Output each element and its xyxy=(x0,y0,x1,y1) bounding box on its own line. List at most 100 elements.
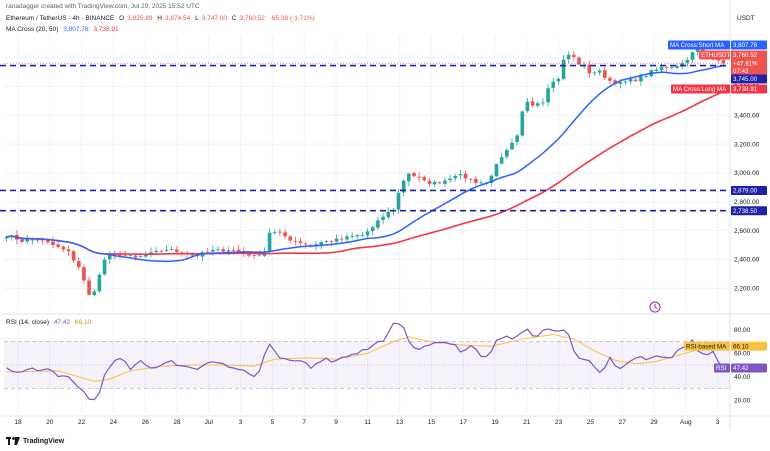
ma-short-value: 3,807.78 xyxy=(63,26,89,33)
ohlc-low: 3,747.00 xyxy=(201,15,228,22)
long-ma-tag-text: MA Cross:Long MA xyxy=(673,86,727,93)
candle-down xyxy=(236,249,241,252)
candle-up xyxy=(489,175,494,183)
candle-down xyxy=(118,254,122,256)
candle-down xyxy=(613,80,617,85)
ma-legend[interactable]: MA Cross (20, 50) 3,807.78 3,738.91 xyxy=(6,25,122,34)
candle-down xyxy=(288,236,293,241)
candle-down xyxy=(298,241,303,244)
price-label-level-text: 2,738.50 xyxy=(733,208,758,215)
candle-up xyxy=(458,174,463,176)
ohlc-close: 3,760.52 xyxy=(239,15,265,22)
candle-up xyxy=(401,180,406,193)
candle-up xyxy=(169,249,174,250)
symbol-legend[interactable]: Ethereum / TetherUS · 4h · BINANCE O 3,82… xyxy=(6,15,315,22)
price-label-change-bg xyxy=(731,59,767,68)
candle-up xyxy=(211,250,215,252)
candle-down xyxy=(608,77,612,81)
candle-down xyxy=(463,173,468,179)
candle-down xyxy=(603,70,607,78)
candle-up xyxy=(690,52,695,60)
candle-down xyxy=(303,243,308,245)
symbol-tag-text: ETHUSDT xyxy=(701,52,730,59)
price-label-long-ma: 3,738.91 xyxy=(731,84,767,94)
candle-down xyxy=(412,172,416,177)
candle-up xyxy=(623,81,628,83)
time-tick-label: 22 xyxy=(78,419,86,426)
candle-down xyxy=(417,176,421,178)
candle-down xyxy=(247,252,251,256)
price-label-long-ma-text: 3,738.91 xyxy=(733,86,758,93)
time-tick-label: 13 xyxy=(396,419,404,426)
symbol-title[interactable]: Ethereum / TetherUS · 4h · BINANCE xyxy=(6,15,115,22)
price-label-countdown-text: 07:43 xyxy=(733,68,749,75)
time-tick-label: 3 xyxy=(239,419,243,426)
candle-up xyxy=(386,211,391,218)
candle-down xyxy=(46,240,50,243)
candle-up xyxy=(639,76,643,82)
price-label-level: 2,738.50 xyxy=(731,206,767,216)
candle-up xyxy=(494,164,499,177)
rsi-legend[interactable]: RSI (14, close) 47.42 66.10 xyxy=(6,318,94,327)
candle-up xyxy=(407,173,411,182)
time-tick-label: 25 xyxy=(587,419,595,426)
footer-brand[interactable]: TradingView xyxy=(6,437,64,445)
price-tick-label: 3,400.00 xyxy=(734,113,760,120)
candle-up xyxy=(556,78,561,82)
rsi-ma-tag-bg xyxy=(684,341,730,351)
candle-up xyxy=(360,234,365,236)
candle-down xyxy=(278,231,282,233)
price-label-level-bg xyxy=(731,185,767,195)
ma-long-value: 3,738.91 xyxy=(93,26,119,33)
candle-up xyxy=(138,256,143,257)
candle-up xyxy=(345,236,349,240)
rsi-tick-label: 60.00 xyxy=(734,350,751,357)
time-tick-label: 27 xyxy=(619,419,627,426)
time-tick-label: 19 xyxy=(491,419,499,426)
rsi-ma-value-label: 66.10 xyxy=(731,341,767,351)
candle-up xyxy=(525,101,530,112)
candle-up xyxy=(448,178,452,181)
candle-up xyxy=(566,54,571,60)
time-tick-label: 23 xyxy=(555,419,563,426)
rsi-title: RSI (14, close) xyxy=(6,319,49,326)
rsi-value: 47.42 xyxy=(53,319,71,326)
price-tick-label: 2,400.00 xyxy=(734,257,760,264)
candle-up xyxy=(324,241,329,242)
time-tick-label: 18 xyxy=(14,419,22,426)
time-tick-label: 28 xyxy=(173,419,181,426)
short-ma-line xyxy=(6,64,724,263)
price-label-change: +47.81% xyxy=(731,59,767,68)
rsi-tag: RSI xyxy=(714,363,730,373)
rsi-ma-tag: RSI-based MA xyxy=(684,341,730,351)
time-tick-label: 7 xyxy=(302,419,306,426)
alert-clock-icon xyxy=(649,301,661,313)
rsi-tag-bg xyxy=(714,363,730,373)
candle-down xyxy=(20,239,24,242)
price-label-level-text: 3,745.00 xyxy=(733,76,758,83)
price-tick-label: 2,200.00 xyxy=(734,286,760,293)
candle-up xyxy=(685,60,690,63)
candle-up xyxy=(365,231,370,236)
candle-up xyxy=(670,67,674,69)
candle-up xyxy=(432,181,437,185)
candle-down xyxy=(159,250,164,252)
price-label-last-bg xyxy=(731,50,767,60)
candle-up xyxy=(381,216,385,220)
candle-down xyxy=(56,244,60,247)
candle-up xyxy=(144,254,148,257)
rsi-tick-label: 80.00 xyxy=(734,327,751,334)
candle-down xyxy=(572,54,576,57)
rsi-ma-line xyxy=(6,333,724,382)
long-ma-tag: MA Cross:Long MA xyxy=(671,84,730,94)
short-ma-tag-text: MA Cross:Short MA xyxy=(670,42,725,49)
candle-up xyxy=(659,67,664,71)
time-tick-label: 21 xyxy=(523,419,531,426)
time-tick-label: 11 xyxy=(364,419,371,426)
time-tick-label: 29 xyxy=(650,419,658,426)
candle-up xyxy=(319,242,323,245)
price-tick-label: 3,000.00 xyxy=(734,170,760,177)
candle-up xyxy=(97,274,102,292)
candle-down xyxy=(61,246,66,250)
